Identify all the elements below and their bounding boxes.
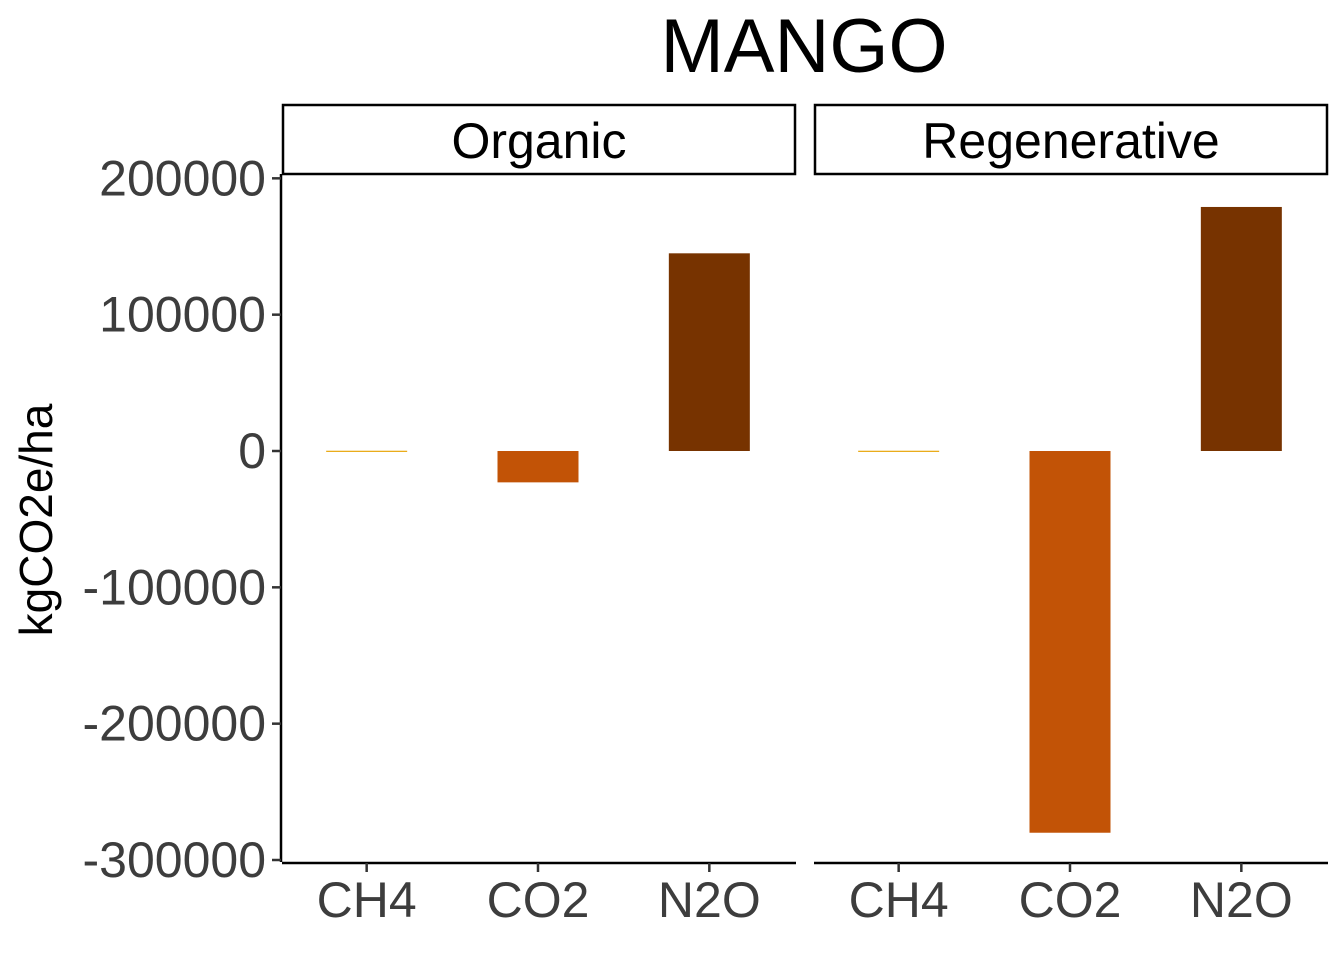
y-axis-label: kgCO2e/ha: [10, 403, 62, 636]
bar-regenerative-ch4: [858, 450, 940, 452]
x-tick-label: CO2: [487, 872, 590, 928]
y-tick-label: -300000: [83, 832, 267, 888]
y-tick-label: -200000: [83, 696, 267, 752]
y-tick-label: 200000: [99, 150, 266, 206]
bar-organic-co2: [497, 451, 579, 483]
bar-organic-ch4: [326, 450, 408, 452]
panel-organic: Organic CH4 CO2 N2O: [281, 103, 797, 928]
chart-title: MANGO: [660, 4, 947, 89]
y-tick-label: -100000: [83, 559, 267, 615]
y-axis: -300000 -200000 -100000 0 100000 200000: [83, 150, 283, 888]
facet-strip-label: Organic: [451, 113, 626, 169]
facet-panels: Organic CH4 CO2 N2O Regenerative CH4 CO2 N2O: [281, 103, 1329, 928]
facet-strip: [281, 103, 797, 176]
x-tick-label: CH4: [317, 872, 417, 928]
x-tick-label: N2O: [658, 872, 761, 928]
y-tick-label: 0: [238, 423, 266, 479]
facet-strip: [813, 103, 1329, 176]
bar-regenerative-n2o: [1200, 206, 1282, 451]
y-tick-label: 100000: [99, 287, 266, 343]
facet-strip-label: Regenerative: [922, 113, 1219, 169]
x-tick-label: N2O: [1190, 872, 1293, 928]
bar-organic-n2o: [668, 253, 750, 451]
panel-regenerative: Regenerative CH4 CO2 N2O: [813, 103, 1329, 928]
x-tick-label: CH4: [849, 872, 949, 928]
bar-regenerative-co2: [1029, 451, 1111, 833]
x-tick-label: CO2: [1019, 872, 1122, 928]
